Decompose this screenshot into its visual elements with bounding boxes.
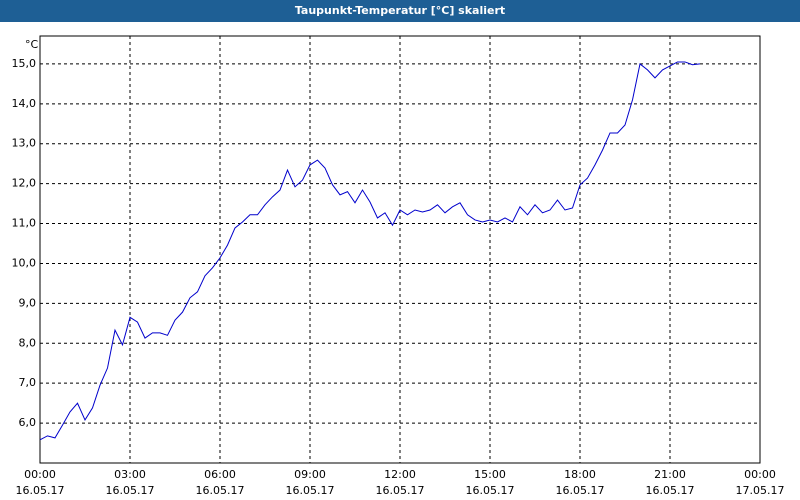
- y-tick-label: 12,0: [12, 177, 37, 190]
- x-tick-label: 18:00: [564, 468, 596, 481]
- x-tick-date: 16.05.17: [196, 484, 245, 497]
- x-tick-label: 06:00: [204, 468, 236, 481]
- x-tick-label: 12:00: [384, 468, 416, 481]
- y-tick-label: 13,0: [12, 137, 37, 150]
- x-tick-date: 16.05.17: [16, 484, 65, 497]
- x-tick-label: 00:00: [744, 468, 776, 481]
- y-tick-label: 8,0: [19, 336, 37, 349]
- x-tick-label: 15:00: [474, 468, 506, 481]
- x-tick-date: 16.05.17: [466, 484, 515, 497]
- y-tick-label: 14,0: [12, 97, 37, 110]
- data-line: [39, 61, 701, 441]
- x-tick-label: 03:00: [114, 468, 146, 481]
- y-tick-label: 7,0: [19, 376, 37, 389]
- chart-title: Taupunkt-Temperatur [°C] skaliert: [295, 4, 505, 17]
- y-tick-label: 9,0: [19, 296, 37, 309]
- y-tick-label: 11,0: [12, 217, 37, 230]
- x-tick-label: 09:00: [294, 468, 326, 481]
- plot-frame: [39, 35, 761, 464]
- x-tick-date: 16.05.17: [376, 484, 425, 497]
- title-bar: [0, 0, 800, 22]
- y-tick-label: 15,0: [12, 57, 37, 70]
- x-tick-label: 00:00: [24, 468, 56, 481]
- y-axis-unit: °C: [25, 38, 39, 51]
- x-tick-date: 16.05.17: [106, 484, 155, 497]
- y-tick-label: 10,0: [12, 256, 37, 269]
- x-tick-date: 16.05.17: [286, 484, 335, 497]
- x-tick-label: 21:00: [654, 468, 686, 481]
- y-tick-label: 6,0: [19, 416, 37, 429]
- x-tick-date: 17.05.17: [736, 484, 785, 497]
- x-tick-date: 16.05.17: [646, 484, 695, 497]
- x-tick-date: 16.05.17: [556, 484, 605, 497]
